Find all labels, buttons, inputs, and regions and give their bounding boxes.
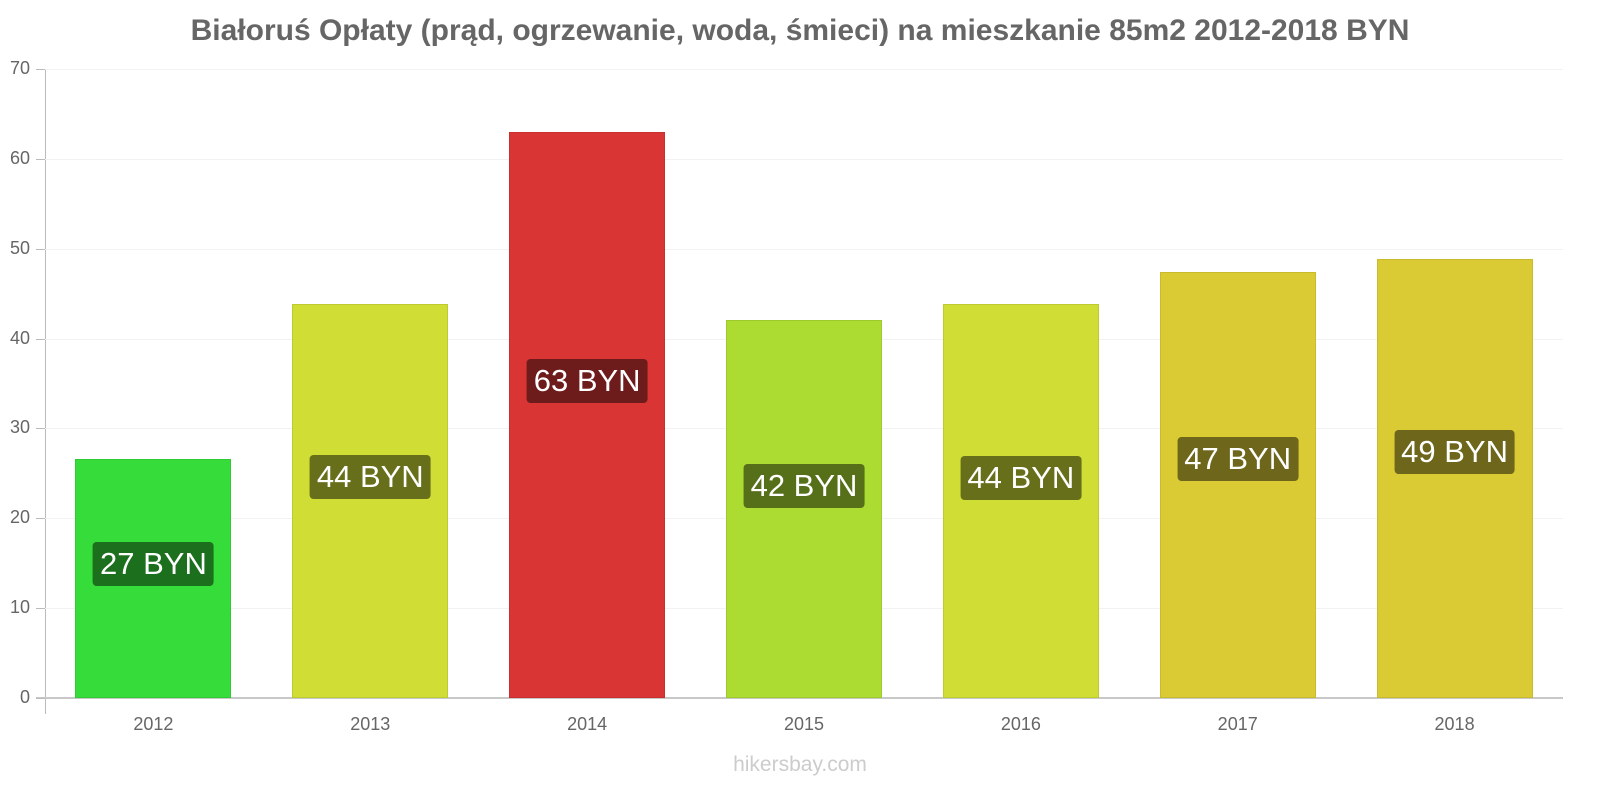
bar-2017[interactable]	[1159, 272, 1316, 698]
gridline	[45, 159, 1563, 160]
y-tick-label: 30	[9, 417, 30, 437]
watermark: hikersbay.com	[733, 753, 867, 776]
y-tick-label: 60	[9, 148, 30, 168]
bar-2013[interactable]	[292, 303, 449, 698]
y-tick-mark	[36, 428, 45, 429]
y-tick-label: 50	[9, 238, 30, 258]
data-label: 63 BYN	[526, 358, 648, 403]
gridline	[45, 249, 1563, 250]
data-label: 27 BYN	[93, 542, 214, 587]
y-tick-label: 0	[19, 687, 30, 707]
y-tick-label: 20	[9, 507, 30, 527]
data-label: 44 BYN	[309, 455, 431, 500]
data-label: 47 BYN	[1177, 437, 1299, 482]
data-label: 49 BYN	[1394, 429, 1515, 474]
y-tick-label: 70	[9, 58, 30, 78]
y-tick-mark	[36, 518, 45, 519]
x-tick-label: 2017	[1217, 714, 1258, 734]
bar-2015[interactable]	[726, 319, 882, 698]
y-tick-mark	[36, 698, 45, 699]
x-tick-label: 2012	[133, 714, 174, 734]
x-tick-label: 2013	[350, 714, 391, 734]
x-axis-line	[36, 697, 1563, 699]
x-tick-label: 2015	[783, 714, 825, 734]
bar-2018[interactable]	[1376, 258, 1533, 698]
y-tick-mark	[36, 608, 45, 609]
y-tick-mark	[36, 69, 45, 70]
y-tick-mark	[36, 249, 45, 250]
bar-2016[interactable]	[942, 304, 1099, 698]
y-tick-mark	[36, 339, 45, 340]
y-tick-label: 40	[9, 328, 30, 348]
x-tick-label: 2014	[567, 714, 608, 734]
y-tick-mark	[36, 159, 45, 160]
data-label: 42 BYN	[743, 464, 865, 509]
gridline	[45, 69, 1563, 70]
y-tick-label: 10	[9, 597, 30, 617]
y-axis-line	[45, 69, 46, 714]
bar-2014[interactable]	[509, 131, 666, 698]
chart-title: Białoruś Opłaty (prąd, ogrzewanie, woda,…	[190, 14, 1410, 47]
x-tick-label: 2018	[1434, 714, 1475, 734]
data-label: 44 BYN	[960, 455, 1082, 500]
x-tick-label: 2016	[1000, 714, 1041, 734]
